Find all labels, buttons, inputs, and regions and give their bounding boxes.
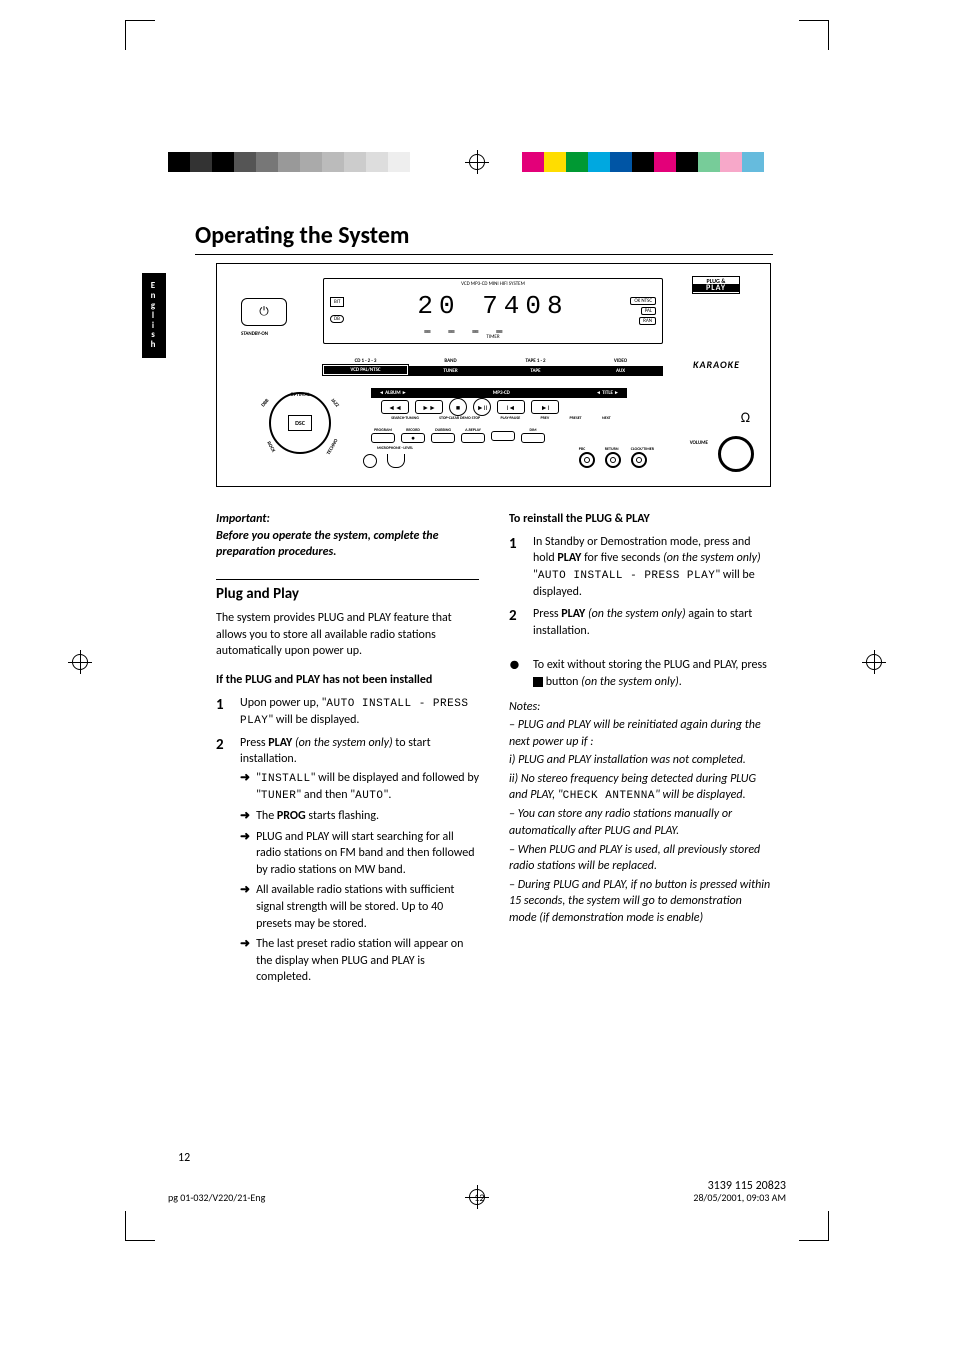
section-heading: Plug and Play [216, 579, 479, 605]
crop-mark [125, 1211, 155, 1241]
device-diagram: ⏻ STANDBY-ON VCD MP3-CD MINI HIFI SYSTEM… [216, 263, 771, 487]
crop-mark [125, 20, 155, 50]
sub-heading: If the PLUG and PLAY has not been instal… [216, 672, 479, 689]
plug-play-logo: PLUG & PLAY [692, 276, 740, 294]
badge-db: DB [330, 315, 344, 323]
footer-center: 12 [474, 1191, 484, 1204]
registration-mark [862, 650, 886, 674]
note-item: – When PLUG and PLAY is used, all previo… [509, 842, 772, 875]
important-block: Important: Before you operate the system… [216, 511, 479, 561]
mic-label: MICROPHONE · LEVEL [377, 446, 413, 451]
bullet-item: ● To exit without storing the PLUG and P… [533, 657, 772, 690]
mp3-center: MP3-CD [493, 390, 510, 396]
important-label: Important: [216, 511, 479, 528]
transport-row: ◄◄►►■►III◄►I [381, 400, 559, 416]
color-bar-left [168, 152, 432, 172]
text-italic: (on the system only) [292, 736, 392, 750]
arrow-text: The last preset radio station will appea… [256, 936, 479, 986]
text: " will be displayed. [268, 713, 359, 727]
volume-label: VOLUME [690, 440, 708, 446]
text: Press [240, 736, 268, 750]
pbc-row: PBC RETURN CLOCK/TIMER [579, 447, 654, 468]
arrow-text: "INSTALL" will be displayed and followed… [256, 770, 479, 804]
dsc-dbb: DBB [260, 398, 270, 409]
crop-mark [799, 1211, 829, 1241]
step-1: 1 Upon power up, "AUTO INSTALL - PRESS P… [240, 695, 479, 729]
step-number: 2 [509, 606, 523, 639]
badge-pal: PAL [641, 307, 656, 315]
text: Upon power up, " [240, 696, 326, 710]
step-number: 1 [509, 534, 523, 601]
dsc-wheel: DSC OPTIMAL DBB JAZZ ROCK TECHNO [269, 392, 331, 454]
step-body: Press PLAY (on the system only) again to… [533, 606, 772, 639]
display-digits: 20 7408 [324, 291, 662, 321]
note-item: i) PLUG and PLAY installation was not co… [509, 752, 772, 769]
plugplay-bot: PLAY [693, 284, 739, 292]
left-column: Important: Before you operate the system… [216, 511, 479, 996]
step-number: 2 [216, 735, 230, 990]
bullet-text: To exit without storing the PLUG and PLA… [533, 657, 772, 690]
device-header-label: VCD MP3-CD MINI HIFI SYSTEM [324, 281, 662, 287]
note-item: – During PLUG and PLAY, if no button is … [509, 877, 772, 927]
notes-label: Notes: [509, 699, 772, 716]
arrow-text: All available radio stations with suffic… [256, 882, 479, 932]
omega-icon: Ω [741, 409, 750, 426]
intro-paragraph: The system provides PLUG and PLAY featur… [216, 610, 479, 660]
dsc-rock: ROCK [265, 441, 276, 454]
transport-labels: SEARCH·TUNINGSTOP·CLEAR DEMO STOPPLAY·PA… [381, 416, 621, 421]
notes-block: Notes: – PLUG and PLAY will be reinitiat… [509, 699, 772, 927]
sub-heading: To reinstall the PLUG & PLAY [509, 511, 772, 528]
volume-knob [718, 436, 754, 472]
standby-label: STANDBY-ON [241, 331, 268, 337]
color-bar-right [522, 152, 786, 172]
dsc-optimal: OPTIMAL [290, 392, 309, 398]
note-item: – PLUG and PLAY will be reinitiated agai… [509, 717, 772, 750]
timer-label: TIMER [486, 334, 499, 340]
karaoke-label: KARAOKE [693, 358, 740, 371]
footer-right: 28/05/2001, 09:03 AM [693, 1191, 786, 1204]
mp3-title: ◄ TITLE ► [596, 390, 619, 396]
standby-button-icon: ⏻ [241, 298, 287, 326]
text-bold: PLAY [268, 736, 292, 750]
badge-bit: BIT [330, 297, 344, 307]
clock-label: CLOCK/TIMER [631, 447, 654, 452]
step-body: Press PLAY (on the system only) to start… [240, 735, 479, 990]
dsc-techno: TECHNO [325, 438, 339, 456]
note-item: ii) No stereo frequency being detected d… [509, 771, 772, 805]
step-body: In Standby or Demostration mode, press a… [533, 534, 772, 601]
crop-mark [799, 20, 829, 50]
step-number: 1 [216, 695, 230, 729]
mp3-album: ◄ ALBUM ► [379, 390, 407, 396]
footer-line: pg 01-032/V220/21-Eng 12 28/05/2001, 09:… [168, 1191, 786, 1204]
source-button-row: CD 1 · 2 · 3VCD PAL/NTSCBANDTUNERTAPE 1 … [323, 358, 663, 376]
stop-icon [533, 677, 543, 687]
arrow-text: The PROG starts flashing. [256, 808, 379, 825]
step-2: 2 Press PLAY (on the system only) again … [533, 606, 772, 639]
footer-left: pg 01-032/V220/21-Eng [168, 1191, 265, 1204]
page-number: 12 [178, 1151, 190, 1165]
mp3-strip: ◄ ALBUM ► MP3-CD ◄ TITLE ► [371, 388, 627, 398]
program-row: PROGRAMRECORDDUBBINGA.REPLAYDIM [371, 428, 545, 443]
footer-knobs [363, 454, 405, 468]
step-body: Upon power up, "AUTO INSTALL - PRESS PLA… [240, 695, 479, 729]
dsc-jazz: JAZZ [329, 397, 340, 408]
right-column: To reinstall the PLUG & PLAY 1 In Standb… [509, 511, 772, 996]
page-title: Operating the System [195, 221, 773, 255]
dsc-center: DSC [288, 415, 312, 431]
language-tab: English [142, 273, 166, 358]
important-text: Before you operate the system, complete … [216, 528, 479, 561]
badge-ok: OK NTSC [630, 297, 656, 305]
note-item: – You can store any radio stations manua… [509, 806, 772, 839]
registration-mark [465, 150, 489, 174]
device-display: VCD MP3-CD MINI HIFI SYSTEM 20 7408 BIT … [323, 278, 663, 344]
registration-mark [68, 650, 92, 674]
arrow-text: PLUG and PLAY will start searching for a… [256, 829, 479, 879]
step-2: 2 Press PLAY (on the system only) to sta… [240, 735, 479, 990]
badge-ran: RAN [639, 317, 656, 325]
step-1: 1 In Standby or Demostration mode, press… [533, 534, 772, 601]
content-columns: Important: Before you operate the system… [216, 511, 772, 996]
